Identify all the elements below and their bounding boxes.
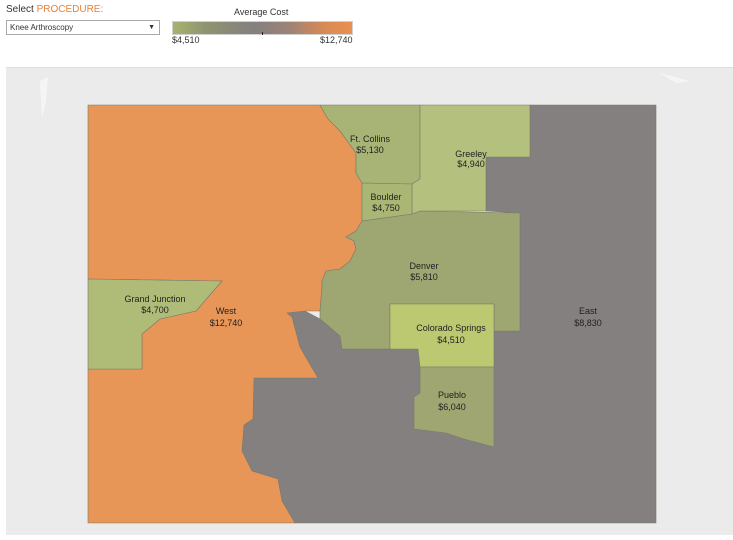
region-label-value: $5,130: [356, 145, 384, 155]
region-label-value: $5,810: [410, 272, 438, 282]
region-label-value: $4,750: [372, 203, 400, 213]
colorado-region-map: Ft. Collins $5,130 Greeley $4,940 Boulde…: [40, 73, 690, 524]
region-label-value: $6,040: [438, 402, 466, 412]
region-grand-junction[interactable]: [87, 278, 223, 370]
procedure-selected-value: Knee Arthroscopy: [10, 23, 74, 32]
region-denver[interactable]: [319, 210, 521, 350]
legend-midpoint-tick: [262, 32, 263, 35]
region-boulder[interactable]: [361, 182, 413, 222]
region-label-name: Greeley: [455, 149, 487, 159]
legend-max-label: $12,740: [320, 35, 353, 45]
background-land-shape: [40, 77, 48, 119]
region-label-name: Denver: [409, 261, 438, 271]
region-label-name: Colorado Springs: [416, 323, 486, 333]
region-label-value: $4,510: [437, 335, 465, 345]
region-label-name: Pueblo: [438, 390, 466, 400]
region-label-name: Grand Junction: [124, 294, 185, 304]
legend-min-label: $4,510: [172, 35, 200, 45]
filter-label-prefix: Select: [6, 4, 37, 15]
region-label-value: $12,740: [210, 318, 243, 328]
region-greeley[interactable]: [411, 104, 531, 215]
procedure-dropdown[interactable]: Knee Arthroscopy ▼: [6, 20, 160, 35]
region-label-name: East: [579, 306, 598, 316]
region-label-name: Ft. Collins: [350, 134, 391, 144]
region-label-value: $4,700: [141, 305, 169, 315]
region-label-name: Boulder: [370, 192, 401, 202]
procedure-filter-label: Select PROCEDURE:: [6, 4, 103, 15]
region-label-name: West: [216, 306, 237, 316]
map-panel: Ft. Collins $5,130 Greeley $4,940 Boulde…: [6, 67, 733, 535]
region-label-value: $4,940: [457, 159, 485, 169]
region-label-value: $8,830: [574, 318, 602, 328]
background-land-shape: [660, 73, 690, 83]
legend-title: Average Cost: [234, 7, 289, 17]
filter-label-accent: PROCEDURE:: [36, 4, 104, 15]
region-pueblo[interactable]: [413, 366, 495, 448]
chevron-down-icon[interactable]: ▼: [148, 24, 155, 31]
